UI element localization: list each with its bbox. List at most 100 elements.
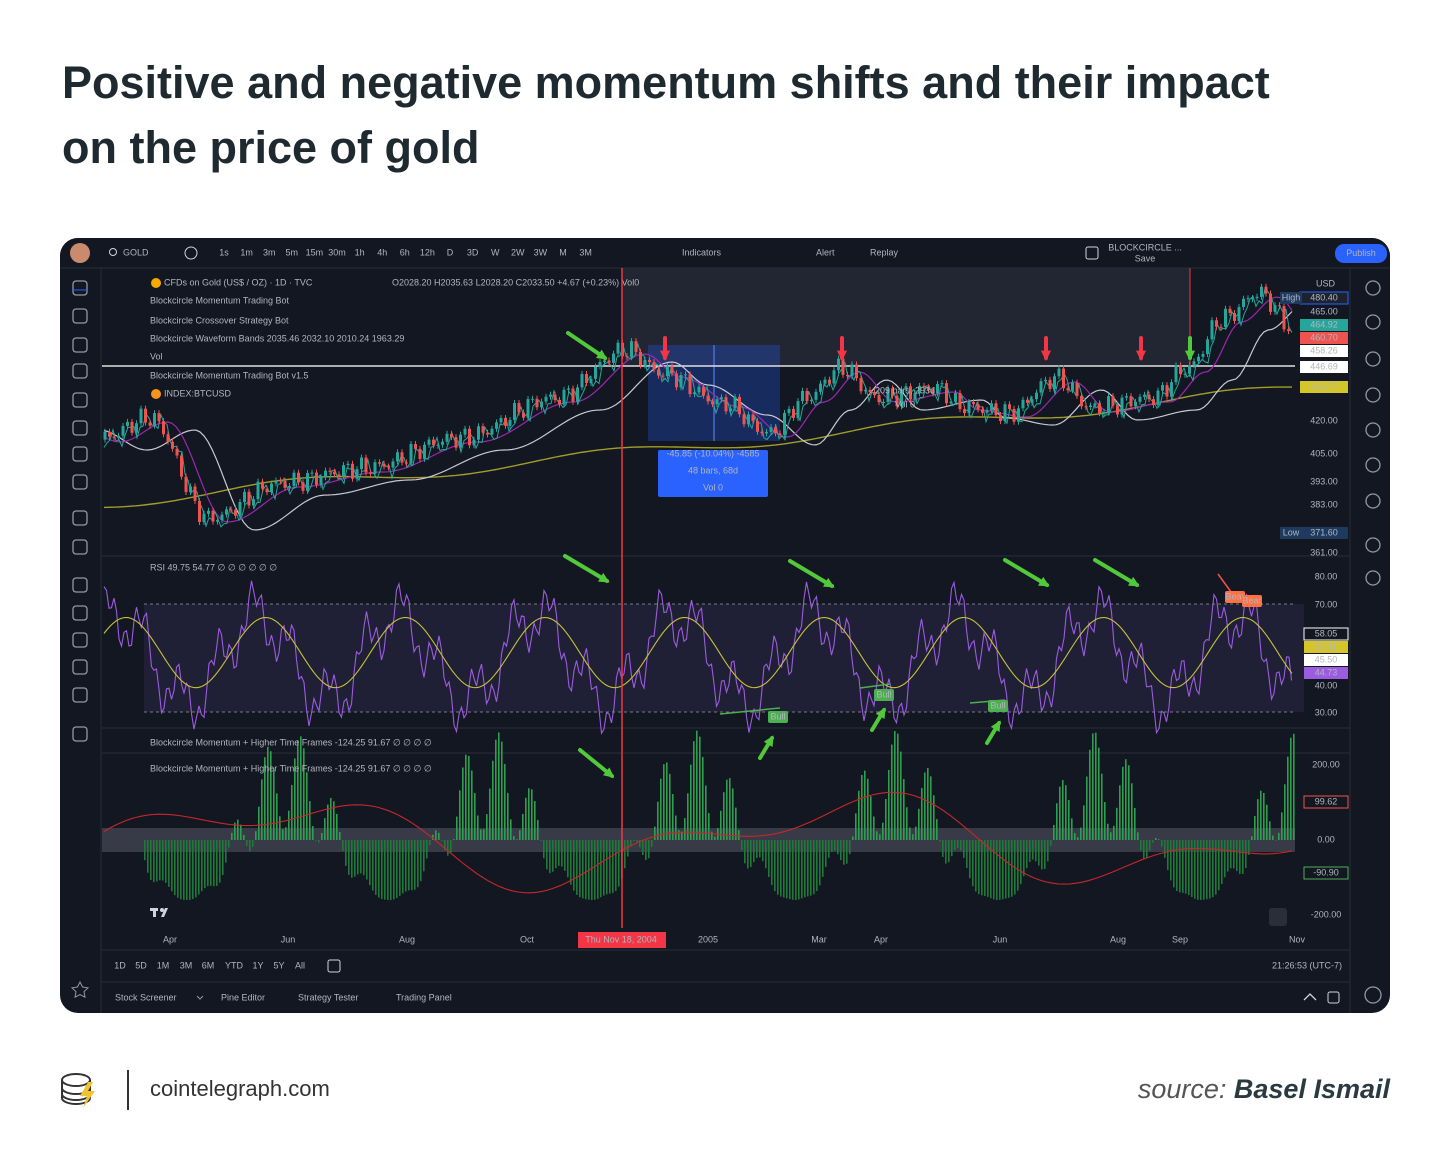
- range-button[interactable]: 5Y: [273, 960, 284, 970]
- momentum-bar: [1185, 840, 1187, 894]
- candle: [940, 383, 944, 385]
- candle: [216, 520, 219, 522]
- candle: [1021, 399, 1025, 409]
- momentum-bar: [417, 840, 419, 888]
- momentum-bar: [402, 840, 404, 894]
- interval-button[interactable]: 1s: [219, 247, 229, 257]
- measure-text: Vol 0: [703, 482, 723, 492]
- candle: [450, 433, 453, 438]
- interval-button[interactable]: 6h: [400, 247, 410, 257]
- candle: [693, 392, 696, 395]
- interval-button[interactable]: 4h: [377, 247, 387, 257]
- momentum-bar: [423, 840, 425, 872]
- candle: [175, 448, 179, 456]
- range-button[interactable]: 3M: [180, 960, 193, 970]
- momentum-label: -200.00: [1311, 909, 1342, 919]
- price-tag: [1300, 345, 1348, 357]
- candle: [850, 364, 854, 377]
- momentum-bar: [330, 797, 332, 840]
- interval-button[interactable]: 5m: [286, 247, 299, 257]
- momentum-bar: [1044, 840, 1046, 869]
- candle: [1129, 396, 1133, 407]
- momentum-bar: [468, 755, 470, 840]
- candle: [837, 358, 840, 371]
- momentum-bar: [579, 840, 581, 898]
- interval-button[interactable]: 30m: [328, 247, 346, 257]
- interval-button[interactable]: 3M: [579, 247, 592, 257]
- interval-button[interactable]: M: [559, 247, 567, 257]
- side-icon: [1365, 493, 1381, 509]
- candle: [382, 463, 386, 467]
- momentum-bar: [1269, 821, 1271, 840]
- interval-button[interactable]: 12h: [420, 247, 435, 257]
- momentum-bar: [501, 741, 503, 840]
- momentum-bar: [309, 801, 311, 840]
- interval-button[interactable]: W: [491, 247, 500, 257]
- range-button[interactable]: YTD: [225, 960, 244, 970]
- range-button[interactable]: 5D: [135, 960, 147, 970]
- momentum-bar: [393, 840, 395, 900]
- candle: [1066, 388, 1070, 391]
- candle: [733, 396, 737, 409]
- candle: [360, 457, 363, 470]
- tool-icon: [72, 392, 88, 408]
- bottom-tab[interactable]: Stock Screener: [115, 992, 177, 1002]
- interval-button[interactable]: D: [447, 247, 454, 257]
- interval-button[interactable]: 3m: [263, 247, 276, 257]
- candle: [342, 465, 345, 477]
- indicators-button[interactable]: Indicators: [682, 247, 722, 257]
- momentum-bar: [1200, 840, 1202, 900]
- replay-button[interactable]: Replay: [870, 247, 899, 257]
- interval-button[interactable]: 1h: [355, 247, 365, 257]
- momentum-bar: [939, 840, 941, 842]
- rsi-average: [103, 616, 1293, 689]
- momentum-bar: [387, 840, 389, 900]
- candle: [670, 366, 674, 374]
- candle: [814, 391, 818, 400]
- candle: [1039, 381, 1043, 393]
- publish-button[interactable]: [1335, 244, 1387, 263]
- momentum-bar: [948, 840, 950, 863]
- momentum-bar: [204, 840, 206, 889]
- range-button[interactable]: 1Y: [252, 960, 263, 970]
- momentum-bar: [546, 840, 548, 870]
- bottom-tab[interactable]: Strategy Tester: [298, 992, 358, 1002]
- momentum-bar: [762, 840, 764, 862]
- bottom-tab[interactable]: Trading Panel: [396, 992, 452, 1002]
- momentum-bar: [192, 840, 194, 900]
- momentum-bar: [975, 840, 977, 892]
- tool-icon: [72, 446, 88, 462]
- save-button[interactable]: Save: [1135, 253, 1156, 263]
- range-button[interactable]: 1M: [157, 960, 170, 970]
- momentum-bar: [243, 834, 245, 840]
- momentum-bar: [1155, 838, 1157, 840]
- interval-button[interactable]: 3W: [534, 247, 548, 257]
- legend-item: Blockcircle Waveform Bands 2035.46 2032.…: [150, 333, 404, 343]
- interval-button[interactable]: 1m: [240, 247, 253, 257]
- interval-button[interactable]: 2W: [511, 247, 525, 257]
- candle: [1125, 396, 1128, 398]
- momentum-bar: [642, 840, 644, 855]
- momentum-bar: [405, 840, 407, 892]
- candle: [1233, 312, 1236, 321]
- interval-button[interactable]: 3D: [467, 247, 479, 257]
- range-button[interactable]: 6M: [202, 960, 215, 970]
- range-button[interactable]: 1D: [114, 960, 126, 970]
- interval-button[interactable]: 15m: [306, 247, 324, 257]
- bull-tag: [874, 689, 894, 701]
- bottom-tab[interactable]: Pine Editor: [221, 992, 265, 1002]
- range-button[interactable]: All: [295, 960, 305, 970]
- momentum-bar: [516, 839, 518, 840]
- publish-label[interactable]: Publish: [1346, 248, 1376, 258]
- momentum-bar: [216, 840, 218, 886]
- momentum-bar: [1287, 756, 1289, 840]
- side-icon: [1365, 537, 1381, 553]
- momentum-bar: [411, 840, 413, 891]
- alert-button[interactable]: Alert: [816, 247, 835, 257]
- momentum-bar: [240, 824, 242, 840]
- candle: [648, 359, 651, 363]
- candle: [706, 395, 710, 402]
- momentum-bar: [198, 840, 200, 895]
- momentum-bar: [1161, 840, 1163, 847]
- momentum-bar: [663, 764, 665, 840]
